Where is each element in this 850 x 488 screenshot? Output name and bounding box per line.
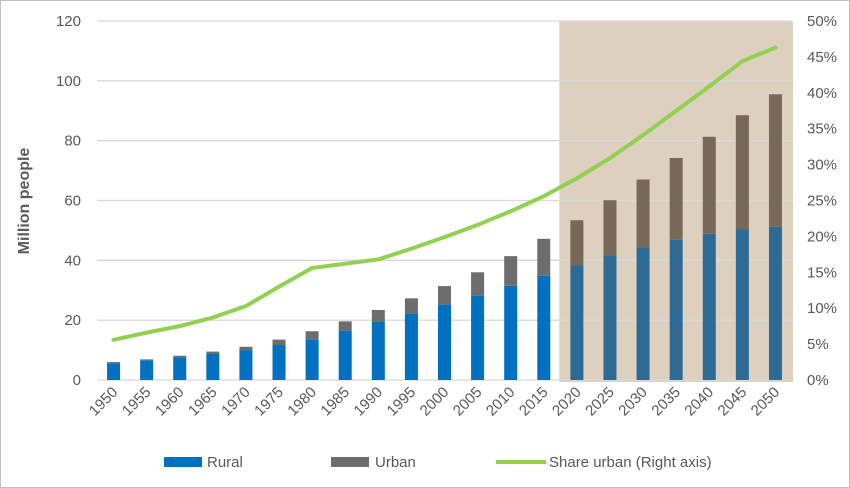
legend-swatch-rural bbox=[164, 457, 202, 467]
bar-rural-2030 bbox=[636, 247, 650, 380]
y-tick-label: 20 bbox=[64, 312, 81, 329]
bar-rural-1990 bbox=[371, 321, 385, 380]
x-tick-label: 2025 bbox=[582, 384, 618, 420]
legend-swatch-urban bbox=[331, 457, 369, 467]
bar-rural-2050 bbox=[768, 226, 782, 380]
bar-rural-2045 bbox=[735, 229, 749, 380]
y-tick-label: 0 bbox=[73, 372, 81, 389]
y2-tick-label: 15% bbox=[807, 264, 837, 281]
y-tick-label: 100 bbox=[56, 73, 81, 90]
x-tick-label: 2010 bbox=[483, 384, 519, 420]
y-tick-label: 40 bbox=[64, 252, 81, 269]
bar-urban-1970 bbox=[239, 346, 253, 351]
x-tick-label: 2035 bbox=[648, 384, 684, 420]
x-tick-label: 2045 bbox=[715, 384, 751, 420]
bar-urban-1990 bbox=[371, 309, 385, 322]
x-tick-label: 1960 bbox=[152, 384, 188, 420]
bar-rural-1970 bbox=[239, 350, 253, 380]
bar-urban-2005 bbox=[471, 272, 485, 296]
y2-tick-label: 35% bbox=[807, 121, 837, 138]
y2-tick-label: 45% bbox=[807, 49, 837, 66]
bar-urban-1960 bbox=[173, 355, 187, 358]
x-tick-label: 2020 bbox=[549, 384, 585, 420]
x-tick-label: 1950 bbox=[86, 384, 122, 420]
bar-urban-2025 bbox=[603, 200, 617, 256]
bar-rural-2010 bbox=[504, 285, 518, 380]
bar-urban-1955 bbox=[140, 359, 154, 361]
bar-urban-2020 bbox=[570, 220, 584, 266]
y2-tick-label: 25% bbox=[807, 193, 837, 210]
bar-urban-1950 bbox=[107, 362, 121, 364]
bar-rural-2020 bbox=[570, 265, 584, 380]
x-tick-label: 1970 bbox=[218, 384, 254, 420]
bar-rural-2005 bbox=[471, 295, 485, 380]
y2-tick-label: 20% bbox=[807, 228, 837, 245]
x-tick-label: 2040 bbox=[681, 384, 717, 420]
bar-urban-2015 bbox=[537, 238, 551, 276]
y2-tick-label: 50% bbox=[807, 13, 837, 30]
bar-urban-2050 bbox=[768, 94, 782, 227]
bar-urban-2035 bbox=[669, 158, 683, 240]
y-tick-label: 120 bbox=[56, 13, 81, 30]
bar-rural-2015 bbox=[537, 275, 551, 380]
bar-urban-2030 bbox=[636, 179, 650, 248]
bar-rural-1985 bbox=[338, 330, 352, 380]
bar-rural-1955 bbox=[140, 360, 154, 380]
bar-rural-1960 bbox=[173, 357, 187, 380]
bar-rural-1965 bbox=[206, 353, 220, 380]
y2-tick-label: 0% bbox=[807, 372, 829, 389]
x-tick-label: 1980 bbox=[284, 384, 320, 420]
bar-urban-1995 bbox=[404, 298, 418, 314]
bar-rural-2035 bbox=[669, 239, 683, 380]
bar-rural-1995 bbox=[404, 313, 418, 380]
y2-tick-label: 30% bbox=[807, 157, 837, 174]
bar-urban-1980 bbox=[305, 331, 319, 340]
x-tick-label: 1995 bbox=[384, 384, 420, 420]
x-tick-label: 1985 bbox=[317, 384, 353, 420]
bar-rural-1975 bbox=[272, 344, 286, 380]
y2-tick-label: 10% bbox=[807, 300, 837, 317]
bar-urban-1985 bbox=[338, 321, 352, 331]
x-tick-label: 2015 bbox=[516, 384, 552, 420]
x-tick-label: 2050 bbox=[748, 384, 784, 420]
bar-rural-1980 bbox=[305, 339, 319, 380]
x-tick-label: 1965 bbox=[185, 384, 221, 420]
bar-rural-2025 bbox=[603, 255, 617, 380]
bar-urban-2040 bbox=[702, 136, 716, 234]
legend-label-share: Share urban (Right axis) bbox=[549, 454, 712, 471]
x-tick-label: 1990 bbox=[351, 384, 387, 420]
bar-urban-2045 bbox=[735, 115, 749, 230]
legend-label-rural: Rural bbox=[207, 454, 243, 471]
x-tick-label: 2000 bbox=[417, 384, 453, 420]
bar-rural-1950 bbox=[107, 363, 121, 380]
y2-tick-label: 40% bbox=[807, 85, 837, 102]
bar-rural-2000 bbox=[438, 304, 451, 380]
x-tick-label: 1975 bbox=[251, 384, 287, 420]
bar-urban-1975 bbox=[272, 339, 286, 345]
y-axis-label: Million people bbox=[16, 148, 33, 255]
bar-urban-2010 bbox=[504, 256, 518, 286]
x-tick-label: 2005 bbox=[450, 384, 486, 420]
bar-rural-2040 bbox=[702, 233, 716, 380]
y-tick-label: 80 bbox=[64, 133, 81, 150]
bar-urban-1965 bbox=[206, 351, 220, 354]
bar-urban-2000 bbox=[438, 286, 451, 305]
x-tick-label: 1955 bbox=[119, 384, 155, 420]
y-tick-label: 60 bbox=[64, 193, 81, 210]
legend-label-urban: Urban bbox=[375, 454, 416, 471]
y2-tick-label: 5% bbox=[807, 336, 829, 353]
x-tick-label: 2030 bbox=[615, 384, 651, 420]
